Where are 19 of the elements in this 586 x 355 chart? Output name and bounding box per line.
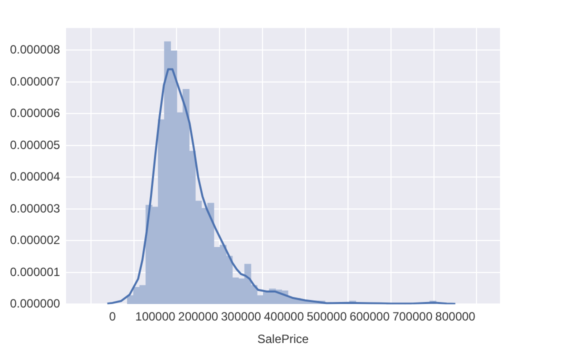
x-tick-label: 0 xyxy=(109,310,116,324)
y-tick-label: 0.000006 xyxy=(10,106,60,120)
x-tick-label: 700000 xyxy=(392,310,433,324)
x-tick-label: 200000 xyxy=(178,310,219,324)
x-tick-label: 800000 xyxy=(435,310,476,324)
x-tick-label: 100000 xyxy=(135,310,176,324)
y-tick-label: 0.000005 xyxy=(10,138,60,152)
y-tick-label: 0.000003 xyxy=(10,201,60,216)
x-axis-title: SalePrice xyxy=(257,332,310,346)
x-tick-label: 300000 xyxy=(221,310,262,324)
x-tick-label: 400000 xyxy=(264,310,304,324)
y-tick-label: 0.000007 xyxy=(10,74,60,88)
x-tick-label: 600000 xyxy=(350,310,390,324)
y-tick-label: 0.000002 xyxy=(10,233,60,248)
y-tick-label: 0.000008 xyxy=(10,42,60,57)
x-tick-label: 500000 xyxy=(306,310,348,324)
y-tick-label: 0.000001 xyxy=(10,264,60,279)
y-tick-label: 0.000000 xyxy=(10,296,60,311)
y-tick-label: 0.000004 xyxy=(10,170,60,184)
